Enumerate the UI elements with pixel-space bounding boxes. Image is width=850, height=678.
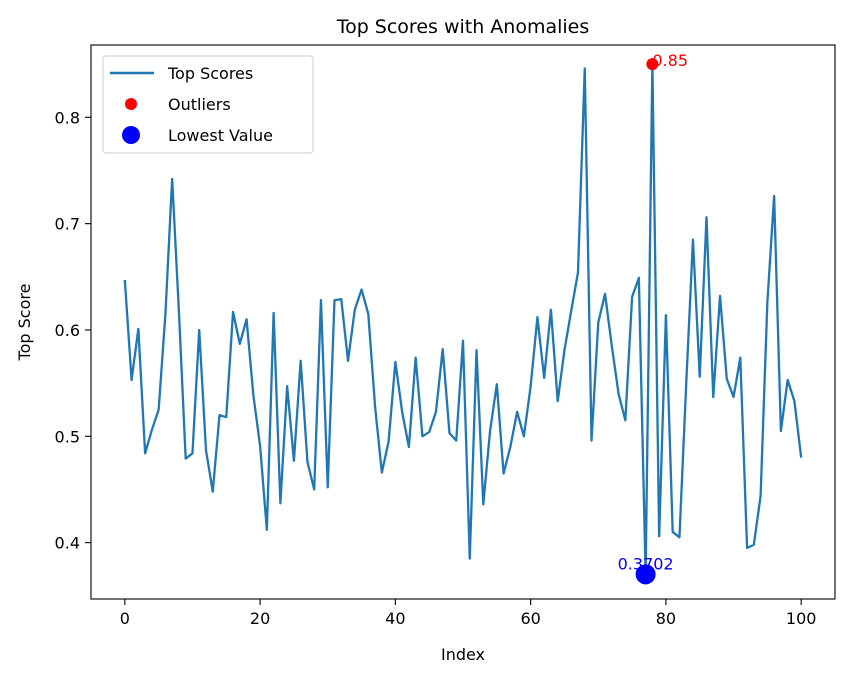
legend-label-lowest-value: Lowest Value [168,126,273,145]
outlier-point [646,58,659,71]
y-tick-label: 0.7 [55,215,80,234]
y-tick-label: 0.6 [55,321,80,340]
legend-label-top-scores: Top Scores [167,64,253,83]
x-tick-label: 80 [656,609,676,628]
y-tick-label: 0.5 [55,427,80,446]
y-axis: 0.4 0.5 0.6 0.7 0.8 [55,108,91,553]
x-axis: 0 20 40 60 80 100 [120,599,817,628]
y-axis-title: Top Score [15,284,34,362]
chart-title: Top Scores with Anomalies [336,16,590,38]
x-tick-label: 20 [250,609,270,628]
series-line-top-scores [123,62,803,576]
y-tick-label: 0.8 [55,108,80,127]
legend-box [102,55,314,154]
legend-swatch-lowest [122,126,140,144]
x-tick-label: 0 [120,609,130,628]
x-tick-label: 40 [385,609,405,628]
x-axis-title: Index [441,645,485,664]
x-tick-label: 100 [786,609,817,628]
y-tick-label: 0.4 [55,534,80,553]
legend-swatch-outliers [125,98,137,110]
lowest-value-point [635,564,656,585]
legend: Top Scores Outliers Lowest Value [102,55,314,154]
annotation-outlier-value: 0.85 [652,51,688,70]
annotation-lowest-value: 0.3702 [618,554,674,573]
plot-frame [90,44,836,600]
plot-area: 0.85 0.3702 [123,51,803,585]
legend-label-outliers: Outliers [168,95,231,114]
x-tick-label: 60 [520,609,540,628]
